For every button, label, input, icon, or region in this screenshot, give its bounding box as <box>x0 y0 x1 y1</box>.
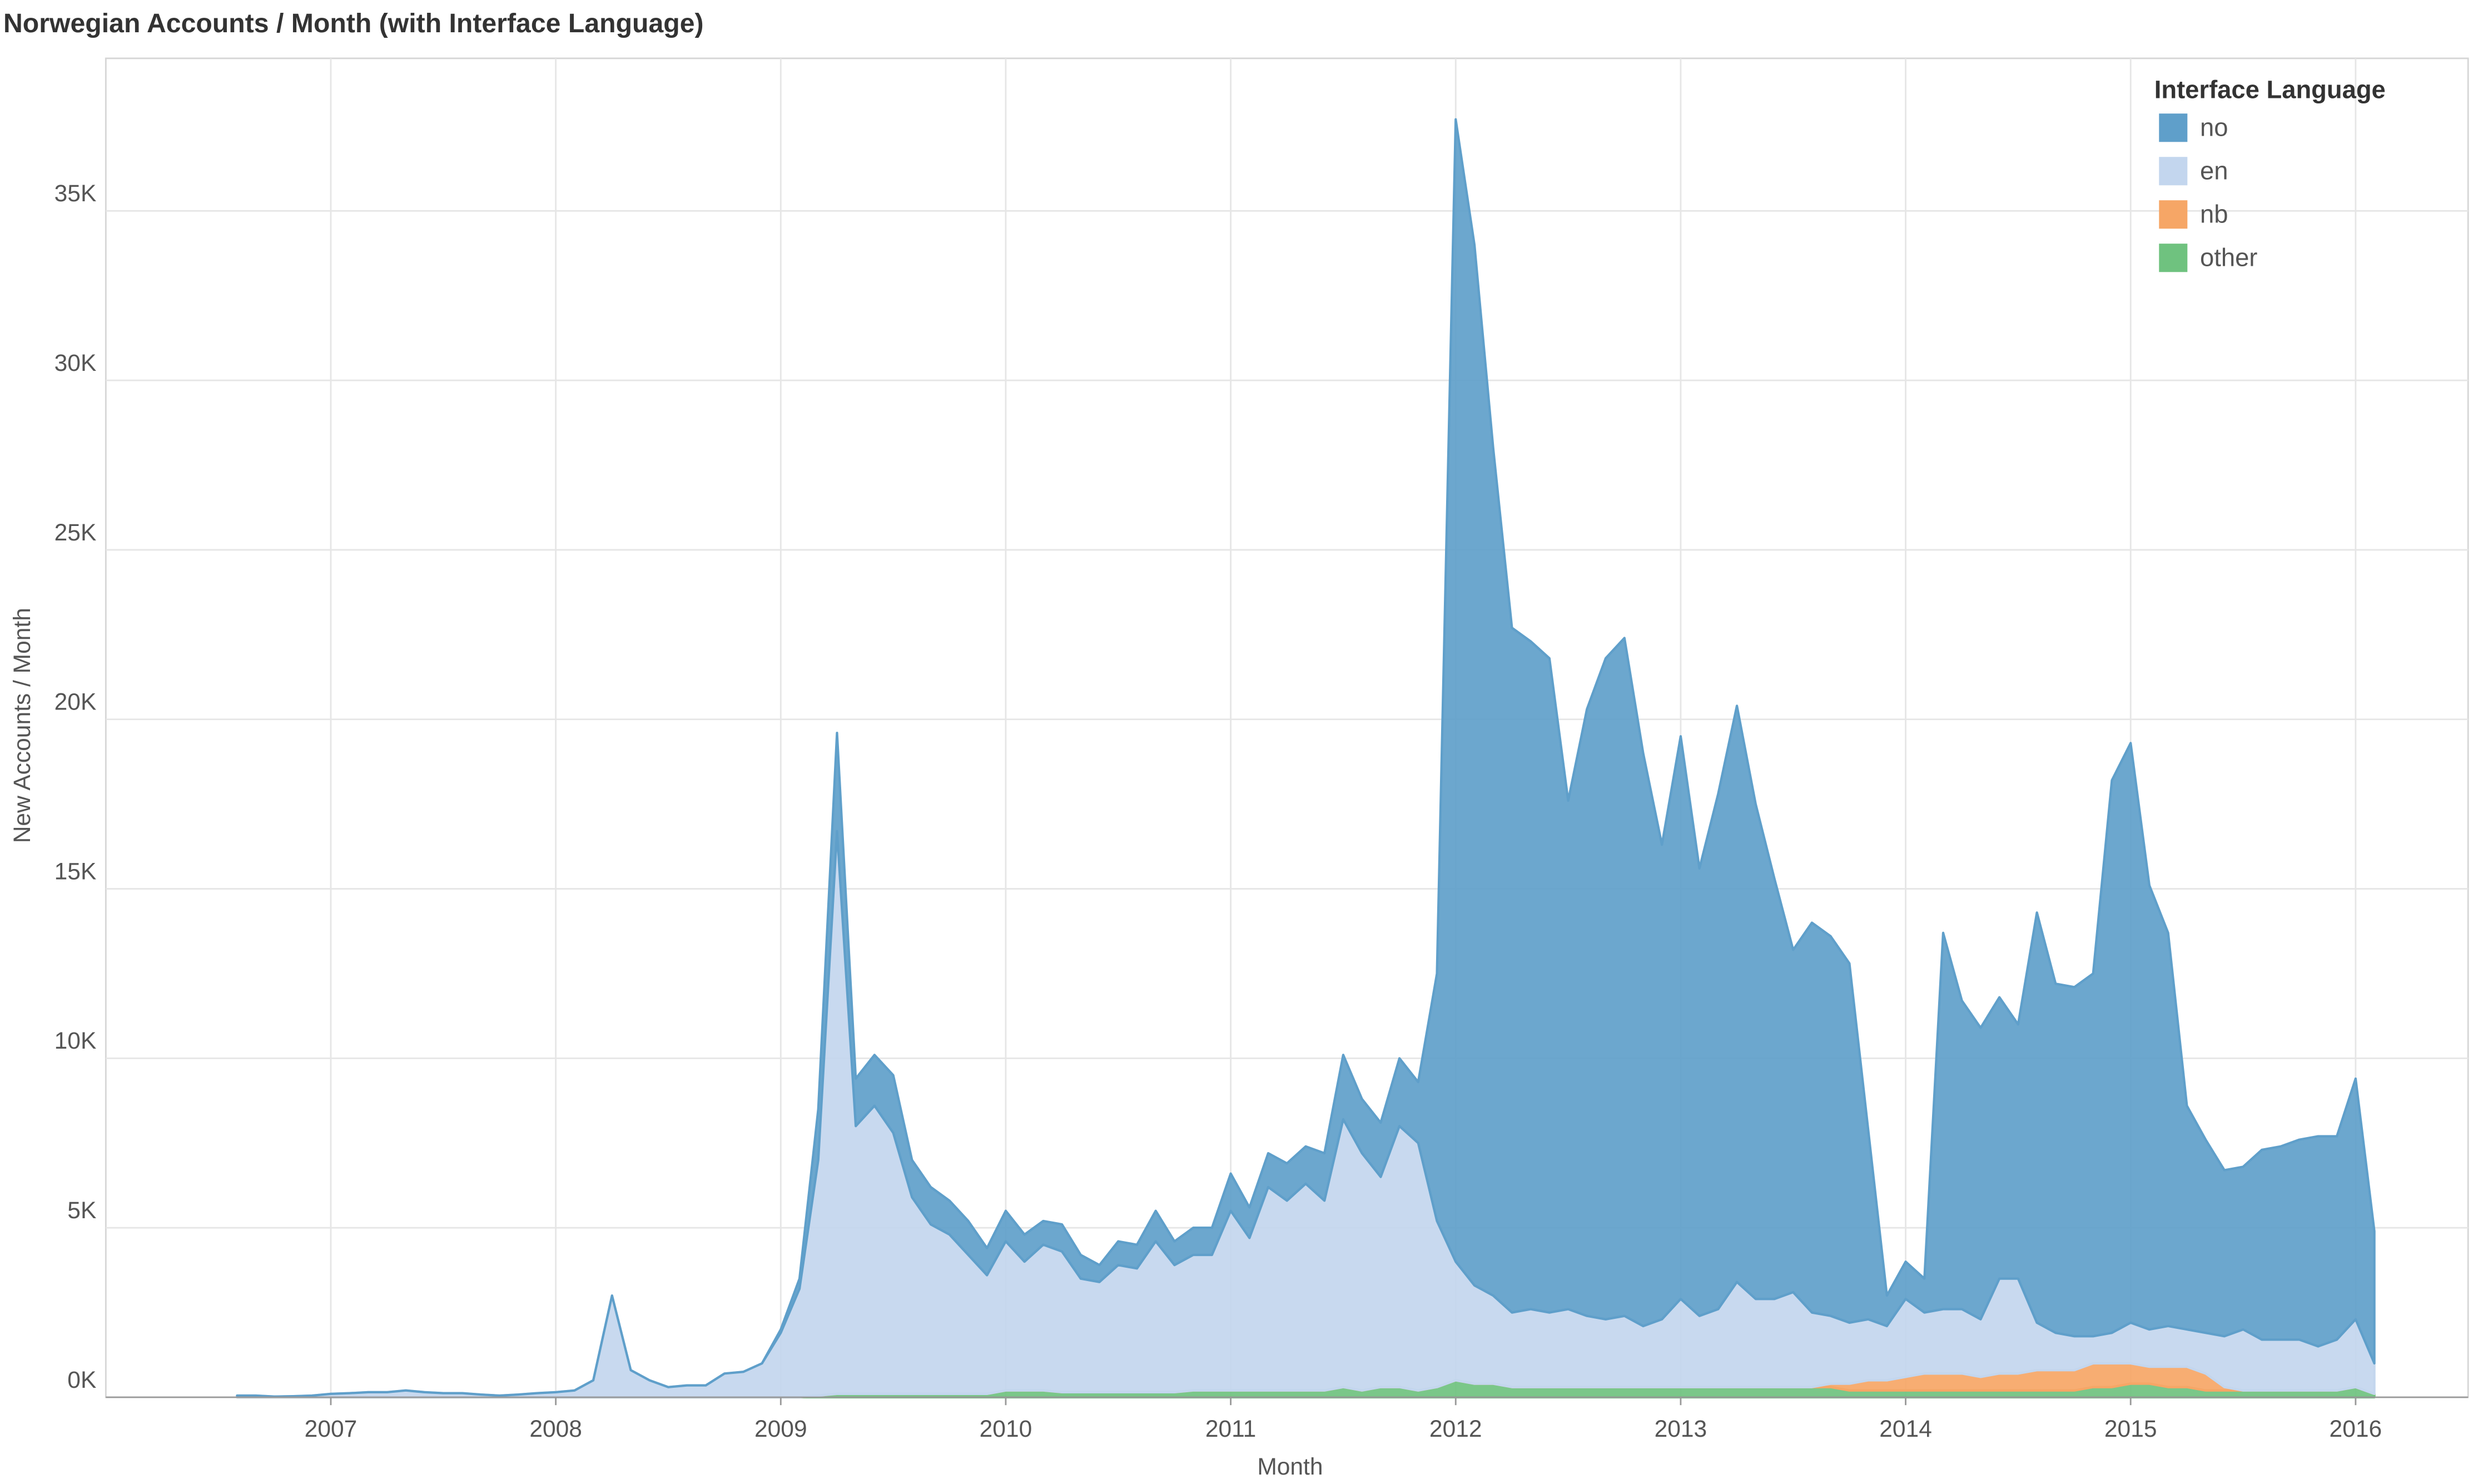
y-tick-label: 5K <box>67 1197 96 1224</box>
legend-swatch <box>2159 113 2188 142</box>
x-tick-label: 2011 <box>1205 1416 1256 1442</box>
areas <box>236 118 2376 1399</box>
legend-swatch <box>2159 200 2188 229</box>
legend-title: Interface Language <box>2154 75 2386 103</box>
y-tick-label: 0K <box>67 1367 96 1393</box>
chart-title: Norwegian Accounts / Month (with Interfa… <box>3 8 704 38</box>
y-tick-label: 20K <box>54 689 97 716</box>
axes: 0K 5K 10K 15K 20K 25K 30K 35K 2007 2008 2009 2010 20… <box>54 180 2469 1442</box>
x-tick-label: 2014 <box>1879 1416 1932 1442</box>
x-tick-label: 2007 <box>305 1416 357 1442</box>
x-tick-label: 2010 <box>980 1416 1032 1442</box>
area-no <box>236 118 2376 1398</box>
y-tick-label: 10K <box>54 1028 97 1054</box>
x-tick-label: 2008 <box>529 1416 582 1442</box>
x-tick-label: 2015 <box>2104 1416 2157 1442</box>
x-tick-label: 2012 <box>1429 1416 1482 1442</box>
legend-swatch <box>2159 157 2188 186</box>
y-tick-label: 15K <box>54 858 97 885</box>
x-tick-label: 2009 <box>754 1416 807 1442</box>
x-tick-label: 2013 <box>1655 1416 1707 1442</box>
y-tick-label: 25K <box>54 519 97 546</box>
y-tick-label: 30K <box>54 350 97 376</box>
y-axis-title: New Accounts / Month <box>9 608 36 843</box>
y-tick-label: 35K <box>54 180 97 207</box>
legend-label: other <box>2200 244 2257 272</box>
grid <box>106 58 2469 1398</box>
legend: Interface Language no en nb other <box>2154 75 2386 272</box>
legend-swatch <box>2159 244 2188 272</box>
x-axis-title: Month <box>1257 1453 1323 1480</box>
legend-label: no <box>2200 113 2228 142</box>
x-tick-label: 2016 <box>2330 1416 2382 1442</box>
legend-label: en <box>2200 157 2228 185</box>
legend-label: nb <box>2200 200 2228 229</box>
